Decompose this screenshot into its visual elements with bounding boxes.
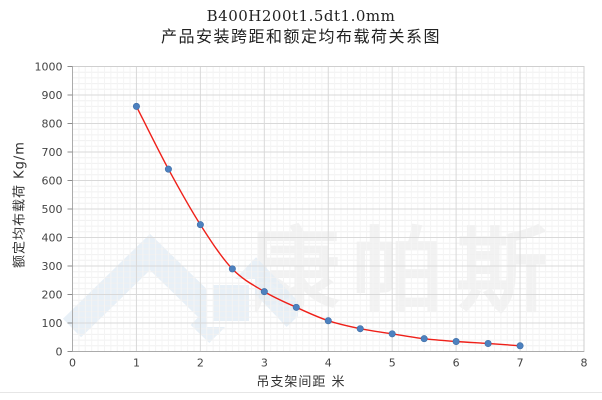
chart-title-line2: 产品安装跨距和额定均布载荷关系图	[160, 27, 441, 46]
y-tick-label: 400	[42, 232, 63, 245]
y-tick-label: 300	[42, 260, 63, 273]
data-point	[388, 330, 396, 338]
data-point	[164, 165, 172, 173]
data-point	[324, 317, 332, 325]
data-point	[228, 265, 236, 273]
x-tick-label: 1	[133, 357, 140, 370]
x-tick-label: 5	[389, 357, 396, 370]
x-tick-label: 2	[197, 357, 204, 370]
page-bottom-divider	[0, 392, 602, 393]
y-axis-title: 额定均布载荷 Kg/m	[12, 141, 28, 268]
y-tick-label: 500	[42, 203, 63, 216]
x-axis-title: 吊支架间距 米	[256, 375, 346, 390]
data-point	[452, 338, 460, 346]
y-tick-label: 700	[42, 146, 63, 159]
y-tick-label: 800	[42, 118, 63, 131]
data-point	[484, 340, 492, 348]
x-tick-label: 7	[517, 357, 524, 370]
data-point	[132, 102, 140, 110]
chart-title: B400H200t1.5dt1.0mm 产品安装跨距和额定均布载荷关系图	[0, 6, 602, 47]
y-tick-label: 200	[42, 289, 63, 302]
chart-title-line1: B400H200t1.5dt1.0mm	[206, 7, 396, 25]
data-point	[292, 303, 300, 311]
x-tick-label: 8	[581, 357, 588, 370]
data-point	[516, 342, 524, 350]
y-tick-label: 1000	[35, 61, 63, 74]
x-tick-label: 3	[261, 357, 268, 370]
y-tick-label: 0	[56, 346, 63, 359]
data-point	[196, 221, 204, 229]
x-tick-label: 6	[453, 357, 460, 370]
data-point	[356, 325, 364, 333]
y-tick-label: 600	[42, 175, 63, 188]
data-point	[420, 335, 428, 343]
x-tick-label: 4	[325, 357, 332, 370]
y-tick-label: 100	[42, 317, 63, 330]
data-point	[260, 288, 268, 296]
x-tick-label: 0	[69, 357, 76, 370]
y-tick-label: 900	[42, 89, 63, 102]
